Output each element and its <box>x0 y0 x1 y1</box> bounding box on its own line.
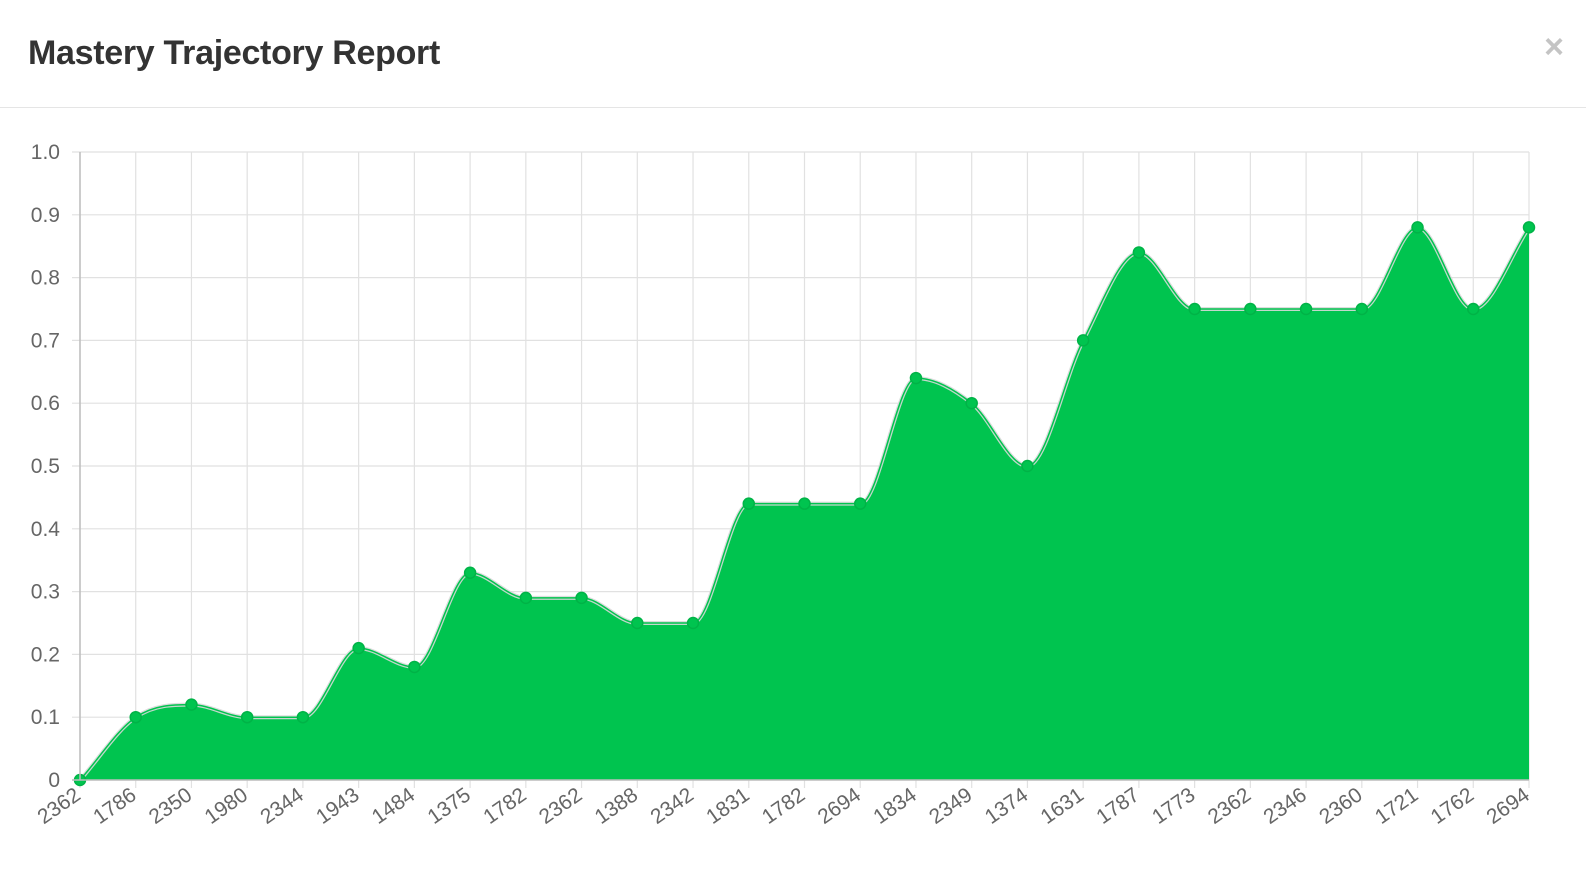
data-point[interactable] <box>1299 302 1313 316</box>
close-button[interactable]: × <box>1544 28 1564 66</box>
x-tick-label: 2342 <box>646 783 697 829</box>
y-tick-label: 0 <box>48 769 60 792</box>
x-tick-label: 2362 <box>1204 783 1255 829</box>
data-point[interactable] <box>742 497 756 510</box>
x-tick-label: 2362 <box>535 783 586 829</box>
y-tick-labels: 0 0.1 0.2 0.3 0.4 0.5 0.6 0.7 0.8 0.9 1.0 <box>31 141 61 792</box>
x-tick-label: 1374 <box>981 783 1033 829</box>
data-point[interactable] <box>352 641 365 655</box>
x-tick-label: 1980 <box>201 783 252 829</box>
x-tick-label: 2694 <box>814 783 866 829</box>
y-tick-label: 0.4 <box>31 518 61 541</box>
mastery-area-chart: 0 0.1 0.2 0.3 0.4 0.5 0.6 0.7 0.8 0.9 1.0 2362 1786… <box>31 141 1536 829</box>
data-point[interactable] <box>408 660 421 674</box>
x-tick-label: 1773 <box>1148 783 1199 829</box>
x-tick-label: 2350 <box>145 783 196 829</box>
data-point[interactable] <box>798 497 811 510</box>
x-tick-label: 1786 <box>89 783 140 829</box>
data-point[interactable] <box>686 616 700 630</box>
data-point[interactable] <box>1355 302 1369 316</box>
data-point[interactable] <box>296 710 310 724</box>
axis-layer <box>72 152 1529 781</box>
y-tick-label: 0.3 <box>31 581 60 604</box>
data-point[interactable] <box>965 396 978 410</box>
x-tick-label: 1762 <box>1427 783 1478 829</box>
x-tick-label: 1631 <box>1037 783 1088 829</box>
x-tick-label: 1388 <box>591 783 642 829</box>
data-point[interactable] <box>1244 302 1257 316</box>
data-point[interactable] <box>519 591 533 605</box>
data-point[interactable] <box>1076 334 1090 347</box>
modal-header: Mastery Trajectory Report × <box>0 0 1586 108</box>
x-tick-label: 1782 <box>758 783 809 829</box>
modal-title: Mastery Trajectory Report <box>28 34 440 72</box>
y-tick-label: 0.6 <box>31 392 60 415</box>
data-point[interactable] <box>129 710 142 724</box>
y-tick-label: 0.2 <box>31 643 60 666</box>
data-point[interactable] <box>185 698 198 711</box>
x-tick-label: 1787 <box>1092 783 1143 829</box>
data-point[interactable] <box>1021 459 1034 473</box>
x-tick-label: 1943 <box>312 783 363 829</box>
x-tick-label: 2346 <box>1259 783 1310 829</box>
data-point[interactable] <box>1467 302 1480 316</box>
data-point[interactable] <box>1522 221 1536 234</box>
x-tick-label: 1484 <box>368 783 420 829</box>
points-layer <box>73 221 1536 787</box>
x-tick-label: 1834 <box>869 783 921 829</box>
x-tick-label: 1831 <box>702 783 753 829</box>
y-tick-label: 0.8 <box>31 267 60 290</box>
x-tick-label: 1721 <box>1371 783 1422 829</box>
y-tick-label: 0.5 <box>31 455 60 478</box>
data-point[interactable] <box>240 710 254 724</box>
data-point[interactable] <box>575 591 588 605</box>
y-tick-label: 0.9 <box>31 204 60 227</box>
data-point[interactable] <box>463 566 477 580</box>
x-tick-label: 1782 <box>479 783 530 829</box>
data-point[interactable] <box>631 616 644 630</box>
data-point[interactable] <box>1411 221 1424 234</box>
x-tick-label: 2344 <box>256 783 308 829</box>
data-point[interactable] <box>1132 246 1146 259</box>
x-tick-label: 1375 <box>424 783 475 829</box>
y-tick-label: 0.7 <box>31 329 60 352</box>
y-tick-label: 1.0 <box>31 141 60 164</box>
data-point[interactable] <box>909 371 923 385</box>
y-tick-label: 0.1 <box>31 706 60 729</box>
data-point[interactable] <box>1188 302 1201 316</box>
x-tick-labels: 2362 1786 2350 1980 2344 1943 1484 1375 1782 2362… <box>33 783 1534 829</box>
x-tick-label: 2360 <box>1315 783 1366 829</box>
x-tick-label: 2694 <box>1482 783 1534 829</box>
x-tick-label: 2349 <box>925 783 976 829</box>
data-point[interactable] <box>853 497 867 510</box>
